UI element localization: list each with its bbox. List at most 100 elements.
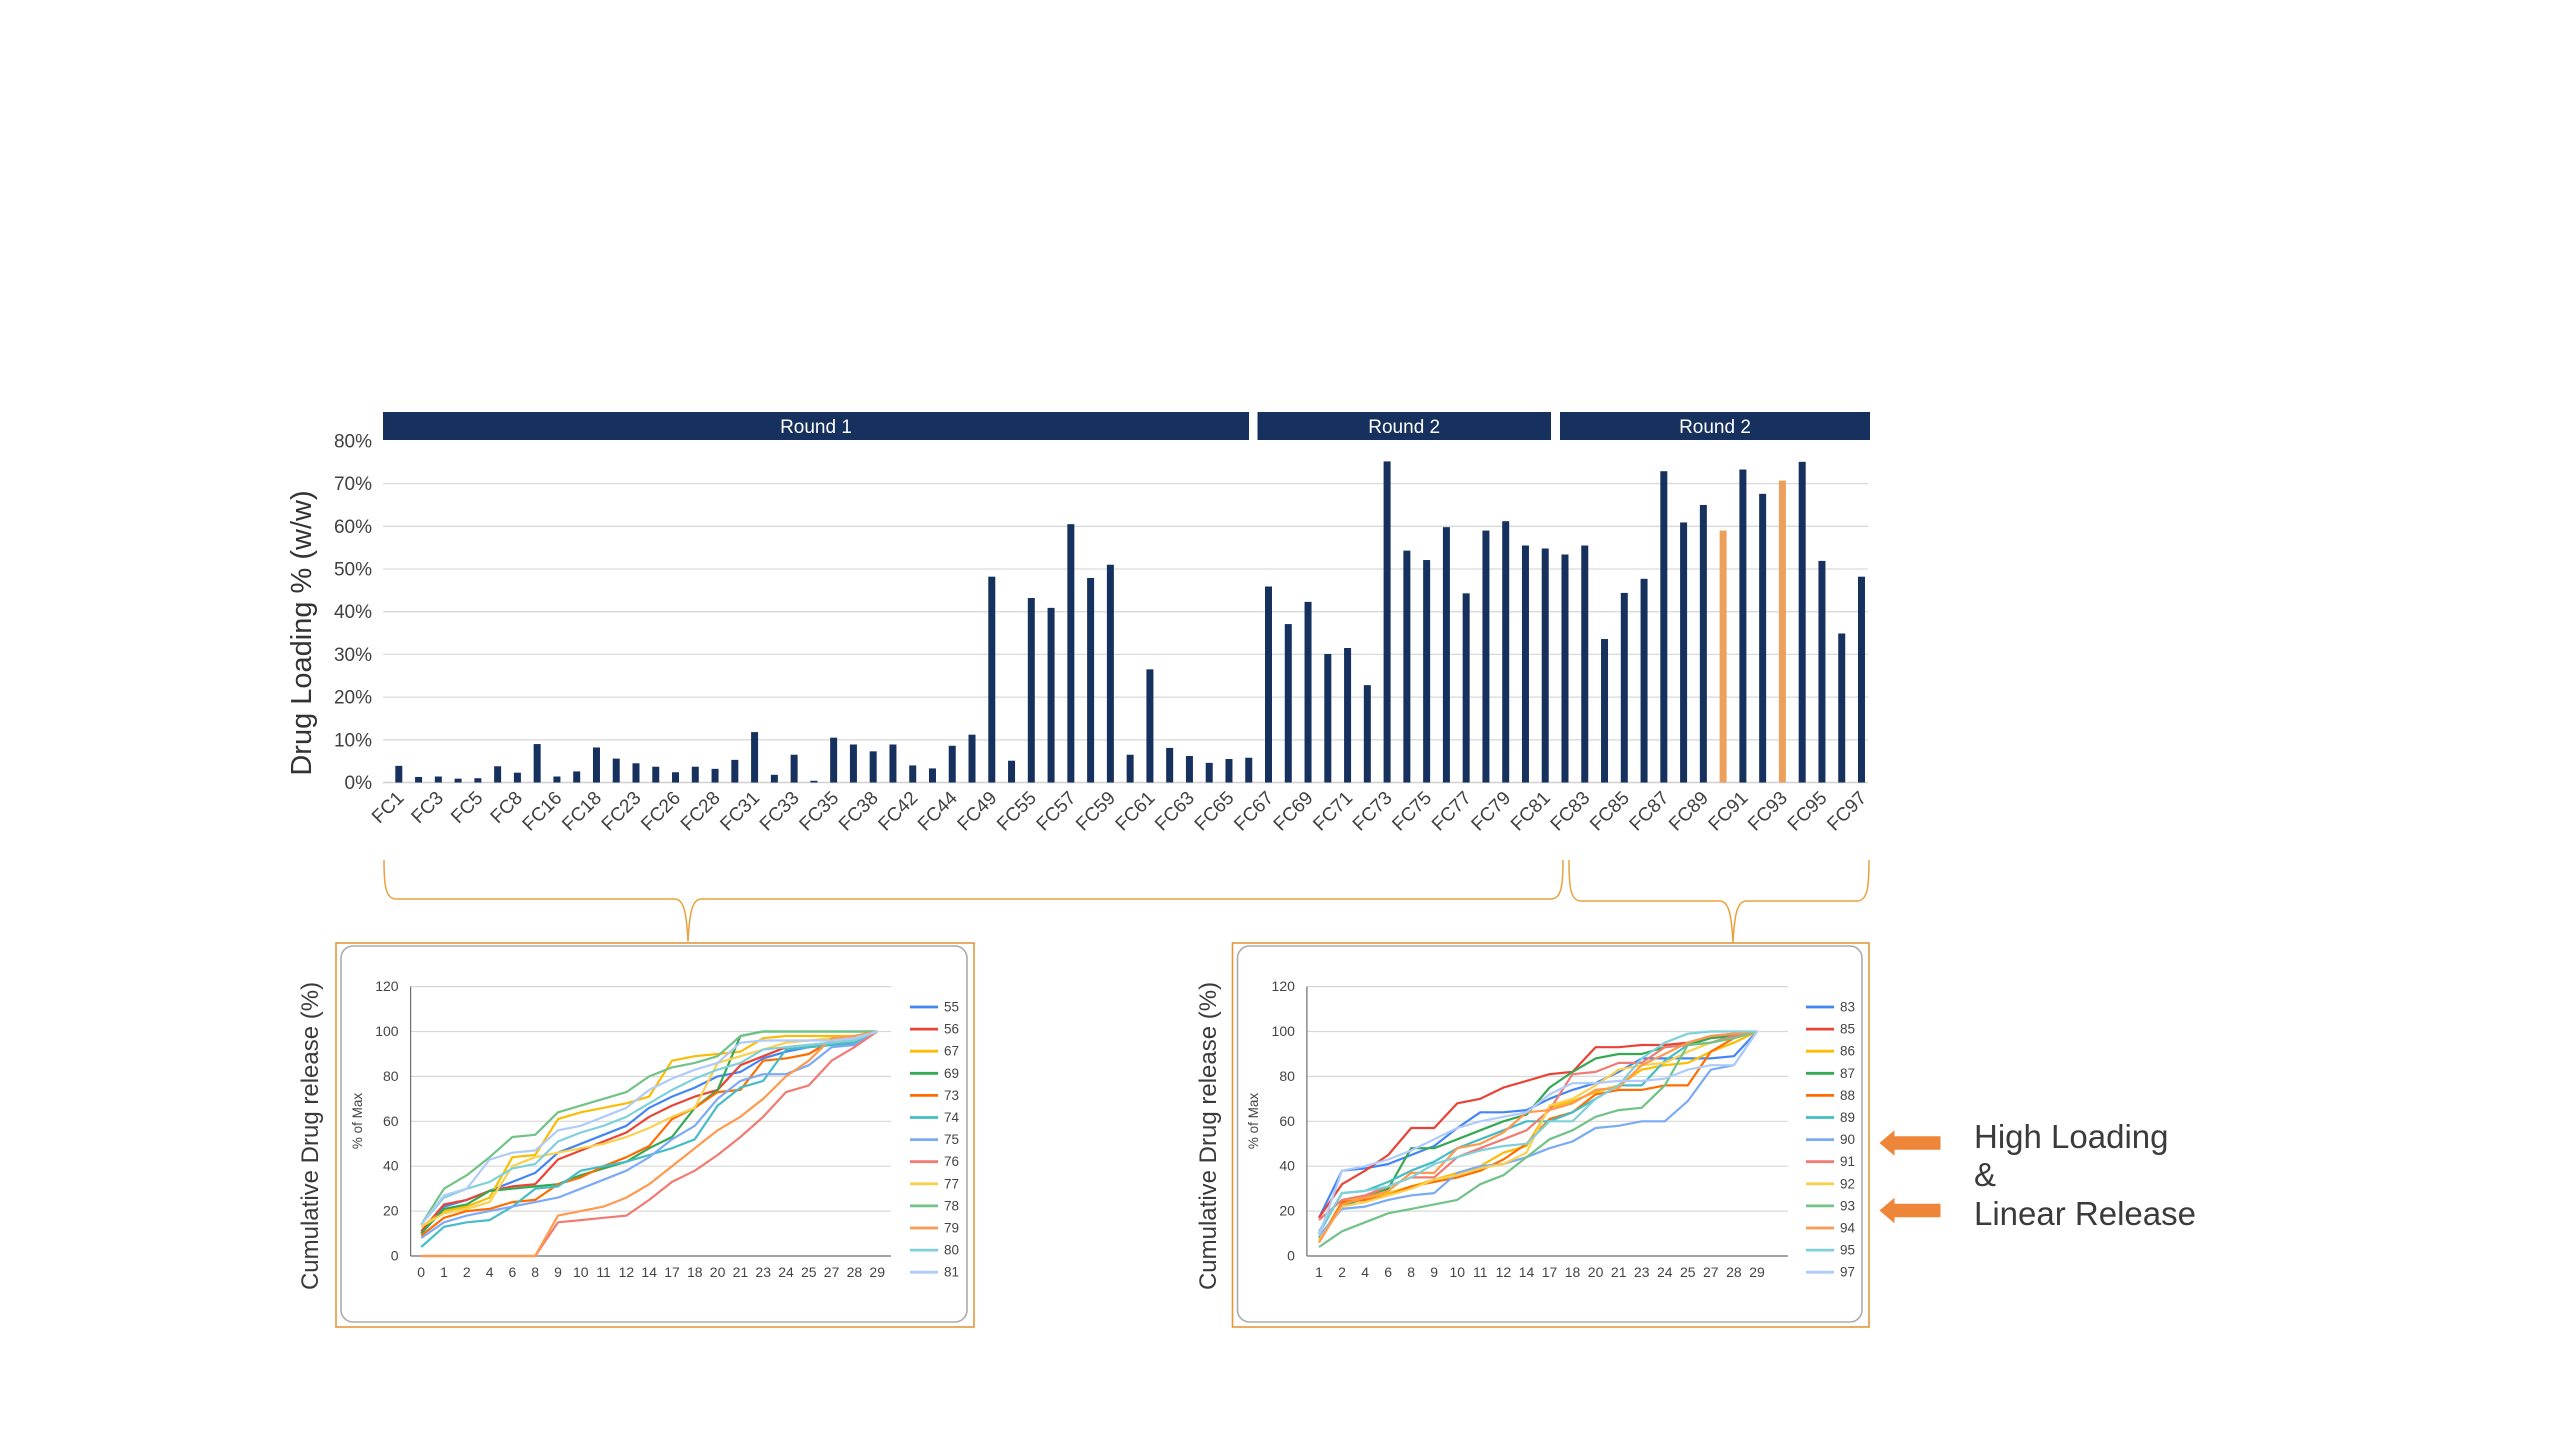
svg-text:81: 81 [944,1265,959,1280]
svg-text:97: 97 [1840,1265,1855,1280]
svg-text:120: 120 [1272,978,1296,994]
svg-text:83: 83 [1840,1000,1855,1015]
svg-text:2: 2 [463,1264,471,1280]
svg-text:9: 9 [1430,1264,1438,1280]
svg-text:80: 80 [944,1243,959,1258]
svg-text:18: 18 [687,1264,703,1280]
svg-text:70%: 70% [334,474,372,495]
svg-text:% of Max: % of Max [1246,1093,1261,1150]
svg-text:91: 91 [1840,1154,1855,1169]
svg-text:28: 28 [1726,1264,1742,1280]
svg-text:Round 1: Round 1 [780,417,852,438]
svg-text:85: 85 [1840,1022,1855,1037]
svg-text:20: 20 [1588,1264,1604,1280]
svg-text:80: 80 [1279,1068,1295,1084]
svg-text:89: 89 [1840,1110,1855,1125]
svg-text:50%: 50% [334,560,372,581]
svg-text:0: 0 [391,1248,399,1264]
svg-text:87: 87 [1840,1066,1855,1081]
svg-text:6: 6 [1384,1264,1392,1280]
svg-text:29: 29 [869,1264,885,1280]
svg-text:120: 120 [375,978,399,994]
svg-text:94: 94 [1840,1221,1856,1236]
svg-text:21: 21 [733,1264,749,1280]
svg-text:79: 79 [944,1221,959,1236]
svg-text:100: 100 [1272,1023,1296,1039]
svg-text:20: 20 [1279,1203,1295,1219]
svg-text:100: 100 [375,1023,399,1039]
svg-text:78: 78 [944,1198,959,1213]
svg-text:75: 75 [944,1132,959,1147]
svg-text:56: 56 [944,1022,959,1037]
svg-text:Cumulative Drug release (%): Cumulative Drug release (%) [297,982,324,1290]
svg-text:9: 9 [554,1264,562,1280]
svg-text:1: 1 [440,1264,448,1280]
svg-text:10%: 10% [334,730,372,751]
svg-text:67: 67 [944,1044,959,1059]
svg-text:74: 74 [944,1110,960,1125]
svg-text:10: 10 [1450,1264,1466,1280]
svg-text:&: & [1974,1156,1996,1193]
svg-text:Drug Loading % (w/w): Drug Loading % (w/w) [286,490,318,775]
svg-text:40: 40 [1279,1158,1295,1174]
svg-text:28: 28 [847,1264,863,1280]
svg-text:95: 95 [1840,1243,1855,1258]
svg-text:1: 1 [1315,1264,1323,1280]
svg-text:60: 60 [1279,1113,1295,1129]
svg-text:77: 77 [944,1176,959,1191]
svg-text:20%: 20% [334,688,372,709]
svg-text:24: 24 [778,1264,794,1280]
svg-text:80: 80 [383,1068,399,1084]
svg-text:14: 14 [641,1264,657,1280]
svg-text:High Loading: High Loading [1974,1118,2169,1155]
svg-text:86: 86 [1840,1044,1855,1059]
svg-text:60: 60 [383,1113,399,1129]
svg-text:69: 69 [944,1066,959,1081]
svg-text:8: 8 [531,1264,539,1280]
svg-text:0%: 0% [345,773,373,794]
svg-text:0: 0 [417,1264,425,1280]
svg-text:90: 90 [1840,1132,1855,1147]
svg-text:73: 73 [944,1088,959,1103]
svg-text:8: 8 [1407,1264,1415,1280]
svg-text:Linear Release: Linear Release [1974,1195,2196,1232]
svg-text:23: 23 [1634,1264,1650,1280]
svg-text:92: 92 [1840,1176,1855,1191]
svg-text:21: 21 [1611,1264,1627,1280]
svg-text:6: 6 [509,1264,517,1280]
svg-text:40%: 40% [334,602,372,623]
svg-text:24: 24 [1657,1264,1673,1280]
svg-text:12: 12 [1496,1264,1512,1280]
svg-text:11: 11 [596,1264,611,1280]
svg-text:18: 18 [1565,1264,1581,1280]
svg-text:80%: 80% [334,431,372,452]
svg-text:20: 20 [710,1264,726,1280]
svg-text:4: 4 [486,1264,494,1280]
svg-text:17: 17 [1542,1264,1558,1280]
svg-text:93: 93 [1840,1198,1855,1213]
svg-text:% of Max: % of Max [350,1093,365,1150]
svg-text:76: 76 [944,1154,959,1169]
svg-text:25: 25 [801,1264,817,1280]
svg-text:55: 55 [944,1000,959,1015]
svg-text:20: 20 [383,1203,399,1219]
svg-text:4: 4 [1361,1264,1369,1280]
svg-text:10: 10 [573,1264,589,1280]
svg-text:2: 2 [1338,1264,1346,1280]
svg-text:Round 2: Round 2 [1368,417,1440,438]
svg-text:17: 17 [664,1264,680,1280]
svg-text:Round 2: Round 2 [1679,417,1751,438]
svg-text:11: 11 [1473,1264,1488,1280]
svg-text:27: 27 [1703,1264,1719,1280]
svg-text:40: 40 [383,1158,399,1174]
svg-text:23: 23 [755,1264,771,1280]
svg-text:27: 27 [824,1264,840,1280]
svg-text:30%: 30% [334,645,372,666]
svg-text:88: 88 [1840,1088,1855,1103]
svg-text:25: 25 [1680,1264,1696,1280]
svg-text:14: 14 [1519,1264,1535,1280]
svg-text:12: 12 [619,1264,635,1280]
svg-text:60%: 60% [334,517,372,538]
svg-text:Cumulative Drug release (%): Cumulative Drug release (%) [1195,982,1222,1290]
svg-text:0: 0 [1287,1248,1295,1264]
